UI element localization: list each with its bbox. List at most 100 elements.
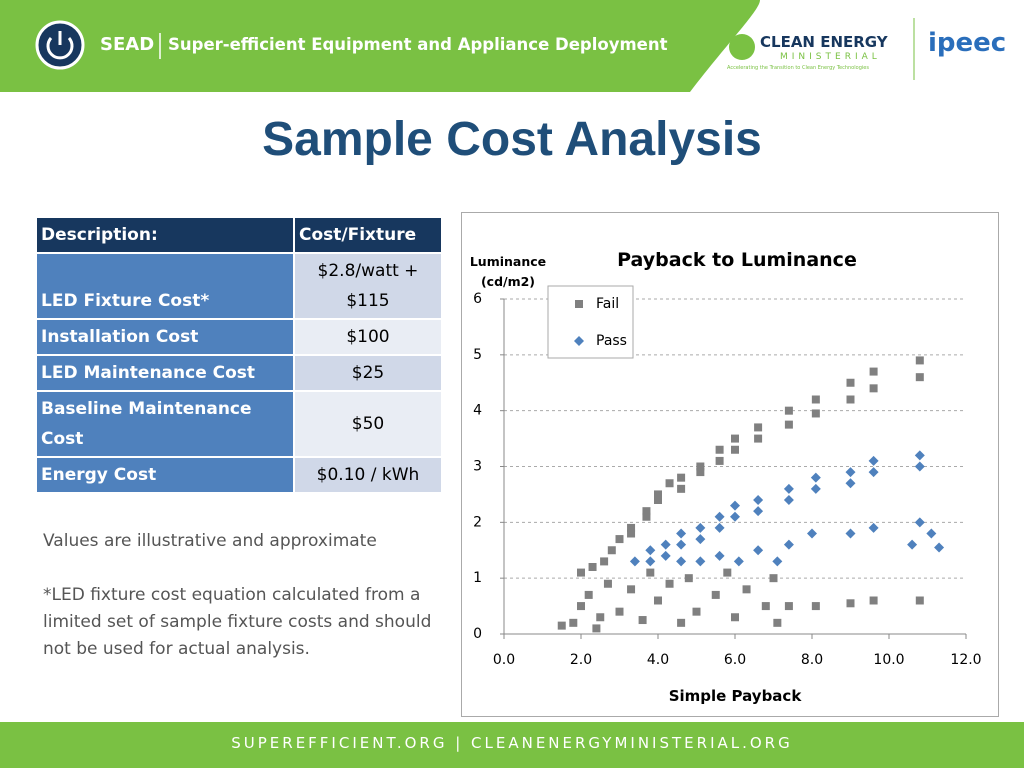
chart: 0 1 2 3 4 5 6 0.0 2.0 4.0 6.0 8.0 10.0 12.0 Fail Pass P… (461, 212, 999, 717)
point (915, 596, 924, 605)
point (807, 528, 817, 539)
legend-label: Pass (596, 333, 627, 349)
value-cell: $0.10 / kWh (293, 456, 443, 494)
label-cell: Baseline Maintenance Cost (35, 390, 295, 458)
label-cell: LED Fixture Cost* (35, 252, 295, 320)
point (646, 568, 655, 577)
point (915, 356, 924, 365)
point (869, 384, 878, 393)
y-axis-label: Luminance (cd/m2) (469, 254, 547, 289)
point (753, 545, 764, 556)
point (733, 556, 744, 567)
power-icon-arc (46, 37, 74, 60)
point (783, 539, 794, 550)
point (588, 563, 597, 571)
point (811, 602, 820, 611)
note: Values are illustrative and approximate (43, 531, 377, 551)
point (846, 599, 855, 608)
point (665, 479, 674, 488)
point (869, 367, 878, 376)
y-tick-label: 4 (473, 403, 482, 419)
point (557, 621, 566, 630)
table-row: LED Fixture Cost* $2.8/watt + $115 (35, 252, 443, 320)
point (714, 522, 725, 533)
point (784, 406, 793, 415)
y-tick-label: 0 (473, 626, 482, 642)
point (627, 523, 636, 532)
point (627, 529, 636, 538)
point (676, 528, 687, 539)
x-tick-label: 6.0 (724, 652, 746, 668)
point (615, 535, 624, 544)
point (692, 607, 701, 616)
x-tick-label: 4.0 (647, 652, 669, 668)
point (731, 434, 739, 443)
point (715, 445, 724, 454)
header-cell: Cost/Fixture (293, 216, 443, 254)
y-tick-label: 1 (473, 570, 482, 586)
point (660, 539, 671, 550)
point (914, 461, 925, 472)
partner-sub: MINISTERIAL (780, 52, 881, 62)
point (600, 557, 609, 566)
point (783, 483, 794, 494)
point (645, 545, 656, 556)
legend-label: Fail (596, 296, 619, 312)
point (645, 556, 656, 567)
point (773, 618, 782, 627)
slide-title: Sample Cost Analysis (262, 113, 762, 166)
table-row: Installation Cost $100 (35, 318, 443, 356)
legend-marker (574, 336, 584, 346)
point (868, 467, 879, 478)
table-row: Baseline Maintenance Cost $50 (35, 390, 443, 458)
point (695, 522, 706, 533)
point (715, 456, 724, 465)
y-tick-label: 3 (473, 459, 482, 475)
point (654, 496, 662, 504)
point (677, 473, 686, 482)
point (769, 574, 778, 583)
point (753, 506, 764, 517)
point (754, 423, 763, 432)
point (654, 596, 662, 605)
point (654, 490, 662, 499)
point (607, 546, 616, 555)
point (569, 618, 578, 627)
point (695, 534, 706, 545)
header-cell: Description: (35, 216, 295, 254)
partner-motto: Accelerating the Transition to Clean Ene… (727, 65, 869, 71)
legend-marker (575, 300, 583, 308)
legend-box (547, 285, 634, 359)
x-tick-label: 12.0 (950, 652, 981, 668)
point (868, 455, 879, 466)
value-cell: $100 (293, 318, 443, 356)
point (677, 618, 686, 627)
point (846, 378, 855, 387)
point (714, 550, 725, 561)
point (642, 507, 651, 516)
point (845, 467, 856, 478)
point (684, 574, 693, 583)
point (577, 568, 585, 577)
footer: SuperEfficient.org | CleanEnergyMinister… (231, 734, 793, 752)
point (730, 500, 740, 511)
point (907, 539, 918, 550)
y-tick-label: 6 (473, 291, 482, 307)
notes: Values are illustrative and approximate … (43, 528, 443, 663)
brand: SEAD (100, 34, 155, 55)
point (627, 585, 636, 594)
point (714, 511, 725, 522)
point (695, 556, 706, 567)
y-tick-label: 5 (473, 347, 482, 363)
point (845, 528, 856, 539)
point (677, 484, 686, 493)
note: *LED fixture cost equation calculated fr… (43, 585, 432, 659)
point (615, 607, 624, 616)
point (660, 550, 671, 561)
point (784, 602, 793, 611)
point (915, 373, 924, 382)
point (592, 624, 601, 633)
point (665, 579, 674, 588)
point (696, 468, 705, 477)
